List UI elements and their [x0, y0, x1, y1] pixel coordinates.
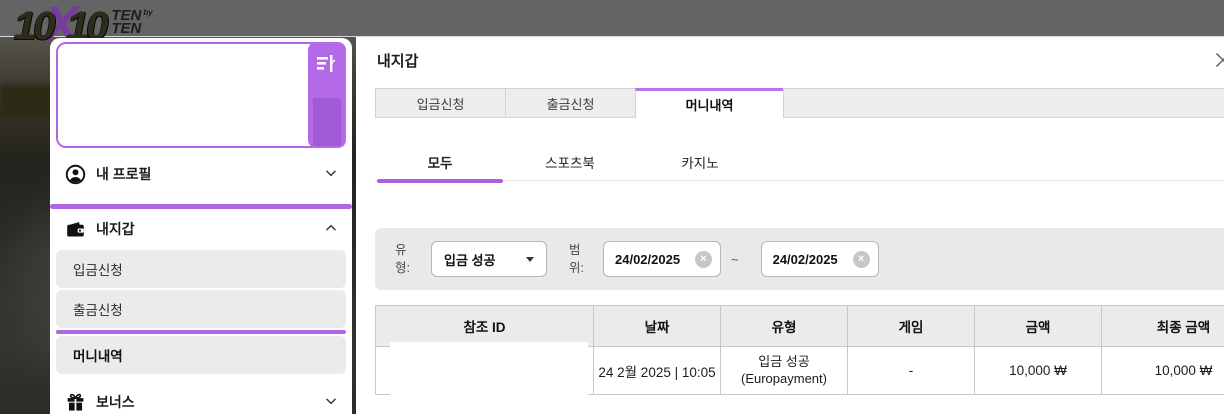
- col-header-ref-id: 참조 ID: [376, 306, 594, 347]
- logo-by: by: [143, 8, 153, 17]
- chevron-down-icon: [324, 394, 338, 411]
- logo-ten-bottom: TEN: [111, 20, 142, 37]
- wallet-icon: [64, 218, 86, 240]
- sidebar-user-box: [56, 42, 346, 148]
- tab-deposit-request[interactable]: 입금신청: [375, 88, 505, 118]
- wallet-modal: 내지갑 입금신청 출금신청 머니내역 모두 스포츠북 카지노 유형: 입금 성공…: [356, 37, 1224, 414]
- chevron-down-icon: [526, 256, 534, 262]
- sidebar-subitem-deposit[interactable]: 입금신청: [56, 250, 346, 288]
- wallet-tab-bar: 입금신청 출금신청 머니내역: [375, 88, 1224, 118]
- modal-title: 내지갑: [377, 53, 419, 70]
- history-table: 참조 ID 날짜 유형 게임 금액 최종 금액 24 2월 2025 | 10:…: [375, 305, 1224, 400]
- logo-tenbyten: TEN by TEN: [111, 8, 152, 36]
- cell-final-amount: 10,000 ₩: [1102, 347, 1224, 395]
- date-to-value: 24/02/2025: [772, 251, 838, 267]
- sidebar-subitem-money-history[interactable]: 머니내역: [56, 336, 346, 374]
- subtab-all[interactable]: 모두: [375, 144, 505, 183]
- col-header-amount: 금액: [975, 306, 1102, 347]
- date-from-value: 24/02/2025: [615, 251, 681, 267]
- logo-ten-top: TEN: [111, 7, 142, 24]
- sidebar-collapse-strip[interactable]: [308, 42, 346, 148]
- cell-type: 입금 성공 (Europayment): [721, 347, 848, 395]
- col-header-date: 날짜: [594, 306, 721, 347]
- type-select[interactable]: 입금 성공: [431, 241, 547, 277]
- date-to-input[interactable]: 24/02/2025 ×: [760, 241, 879, 277]
- date-range-separator: ~: [731, 251, 739, 267]
- tab-withdraw-request[interactable]: 출금신청: [505, 88, 635, 118]
- cell-date: 24 2월 2025 | 10:05: [594, 347, 721, 395]
- gift-icon: [64, 391, 86, 413]
- date-from-input[interactable]: 24/02/2025 ×: [603, 241, 721, 277]
- sidebar-scrollbar-thumb[interactable]: [313, 98, 341, 146]
- clear-date-from-icon[interactable]: ×: [695, 250, 712, 268]
- sidebar-item-bonus[interactable]: 보너스: [52, 380, 350, 414]
- sidebar-item-profile[interactable]: 내 프로필: [52, 152, 350, 196]
- sidebar-subitem-active-indicator: [56, 330, 346, 334]
- filter-bar: 유형: 입금 성공 범위: 24/02/2025 × ~ 24/02/2025 …: [375, 228, 1224, 290]
- top-header-bar: [0, 0, 1224, 37]
- col-header-type: 유형: [721, 306, 848, 347]
- sidebar-item-label: 보너스: [96, 394, 135, 410]
- cell-amount: 10,000 ₩: [975, 347, 1102, 395]
- col-header-game: 게임: [848, 306, 975, 347]
- chevron-up-icon: [324, 221, 338, 238]
- tab-money-history[interactable]: 머니내역: [635, 88, 783, 118]
- sidebar-item-wallet[interactable]: 내지갑: [52, 210, 350, 248]
- tab-bar-filler: [783, 88, 1224, 118]
- subtab-casino[interactable]: 카지노: [681, 156, 719, 171]
- type-filter-label: 유형:: [395, 242, 410, 275]
- cell-type-line1: 입금 성공: [758, 353, 810, 369]
- redacted-ref-id-overlay: [390, 342, 588, 400]
- cell-game: -: [848, 347, 975, 395]
- chevron-down-icon: [324, 166, 338, 183]
- profile-icon: [64, 163, 86, 185]
- collapse-menu-icon[interactable]: [315, 53, 339, 77]
- sidebar: 내 프로필 내지갑 입금신청 출금신청 머니내역: [50, 38, 352, 414]
- type-select-value: 입금 성공: [444, 252, 496, 268]
- subtab-sportsbook[interactable]: 스포츠북: [545, 156, 595, 171]
- logo-num-left: 10: [14, 4, 55, 48]
- cell-type-line2: (Europayment): [741, 370, 827, 386]
- sidebar-active-separator: [50, 204, 352, 209]
- col-header-final-amount: 최종 금액: [1102, 306, 1224, 347]
- history-filter-tabs: 모두 스포츠북 카지노: [375, 144, 1224, 183]
- range-filter-label: 범위:: [569, 242, 584, 275]
- sidebar-item-label: 내지갑: [96, 221, 135, 237]
- sidebar-item-label: 내 프로필: [96, 166, 152, 182]
- sidebar-subitem-withdraw[interactable]: 출금신청: [56, 290, 346, 328]
- close-icon[interactable]: [1215, 52, 1224, 73]
- clear-date-to-icon[interactable]: ×: [852, 250, 870, 268]
